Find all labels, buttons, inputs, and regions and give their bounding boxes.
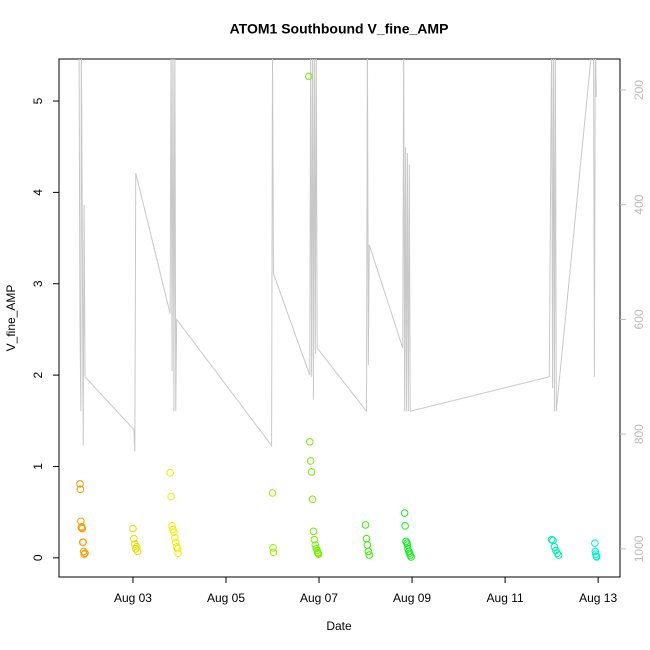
- point: [170, 528, 178, 537]
- point: [80, 550, 88, 558]
- y-tick-label: 0: [31, 554, 45, 561]
- y2-tick-label: 400: [632, 194, 646, 214]
- point: [79, 538, 87, 547]
- x-tick-label: Aug 03: [114, 591, 152, 605]
- point: [304, 72, 313, 81]
- point: [76, 480, 84, 488]
- point: [401, 522, 409, 530]
- point: [78, 524, 87, 533]
- y2-tick-label: 600: [632, 309, 646, 329]
- point: [269, 548, 278, 557]
- x-tick-label: Aug 07: [300, 591, 338, 605]
- line-series: [78, 59, 597, 452]
- point: [79, 547, 88, 556]
- point: [407, 553, 415, 561]
- point: [591, 547, 600, 556]
- point: [400, 509, 409, 517]
- point: [268, 489, 277, 497]
- x-axis-label: Date: [326, 619, 352, 633]
- point: [306, 457, 315, 465]
- x-tick-label: Aug 11: [487, 591, 524, 605]
- y-tick-label: 1: [31, 463, 45, 470]
- point: [314, 550, 323, 558]
- point: [133, 547, 142, 556]
- point: [269, 543, 277, 552]
- point: [311, 541, 320, 549]
- point: [365, 551, 374, 559]
- plot-area: [76, 59, 601, 561]
- point: [592, 553, 601, 561]
- point: [166, 469, 174, 477]
- y2-tick-label: 1000: [632, 535, 646, 562]
- y-tick-label: 3: [31, 280, 45, 287]
- point: [362, 534, 371, 543]
- y2-tick-label: 800: [632, 424, 646, 444]
- plot-frame: [58, 58, 621, 578]
- point: [130, 534, 138, 543]
- point: [173, 544, 182, 553]
- point: [305, 437, 314, 446]
- point: [307, 468, 316, 476]
- point: [547, 535, 556, 544]
- point: [550, 543, 559, 551]
- point: [174, 549, 182, 558]
- point: [171, 538, 180, 547]
- point: [171, 533, 179, 542]
- point: [81, 549, 89, 558]
- y-axis-label: V_fine_AMP: [4, 285, 18, 352]
- point: [132, 543, 141, 551]
- point: [591, 539, 599, 547]
- y-tick-label: 5: [31, 97, 45, 104]
- point: [167, 492, 175, 501]
- y-tick-label: 4: [31, 189, 45, 196]
- point: [554, 551, 563, 559]
- point: [363, 541, 372, 549]
- point: [361, 521, 370, 529]
- point: [129, 524, 137, 533]
- x-tick-label: Aug 13: [579, 591, 617, 605]
- point: [310, 535, 319, 544]
- x-tick-label: Aug 05: [207, 591, 245, 605]
- point: [76, 485, 85, 494]
- point: [553, 549, 562, 558]
- point: [308, 495, 317, 504]
- point: [364, 547, 373, 556]
- y-tick-label: 2: [31, 371, 45, 378]
- point: [309, 527, 318, 536]
- y2-tick-label: 200: [632, 80, 646, 100]
- x-tick-label: Aug 09: [393, 591, 431, 605]
- chart-title: ATOM1 Southbound V_fine_AMP: [230, 21, 449, 37]
